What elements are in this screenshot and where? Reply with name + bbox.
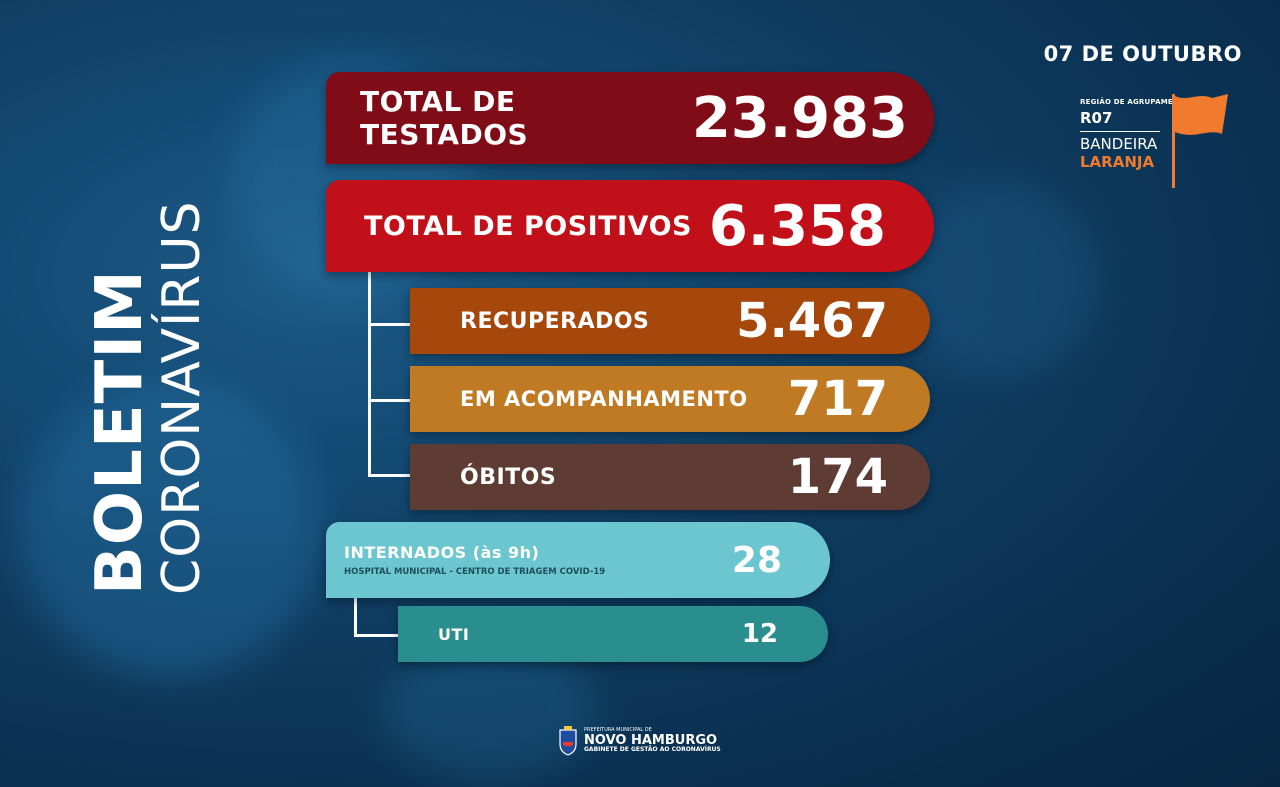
tree-connector [354, 590, 357, 636]
internados-text: INTERNADOS (às 9h) HOSPITAL MUNICIPAL - … [344, 543, 605, 577]
positivos-label: TOTAL DE POSITIVOS [364, 210, 692, 242]
logo-line-2: NOVO HAMBURGO [584, 732, 718, 748]
tree-connector [354, 634, 420, 637]
uti-label: UTI [438, 624, 470, 644]
vertical-title: BOLETIM CORONAVÍRUS [83, 200, 212, 595]
internados-label: INTERNADOS (às 9h) [344, 543, 540, 562]
tree-connector [368, 474, 442, 477]
region-code: R07 [1080, 109, 1160, 132]
logo-line-3: GABINETE DE GESTÃO AO CORONAVÍRUS [584, 746, 721, 754]
title-light: CORONAVÍRUS [152, 200, 212, 595]
orange-flag-icon [1172, 94, 1228, 188]
city-crest-icon [559, 726, 577, 756]
flag-color-name: LARANJA [1080, 153, 1155, 171]
obitos-bar: ÓBITOS 174 [410, 444, 930, 510]
internados-value: 28 [731, 539, 782, 581]
recuperados-label: RECUPERADOS [460, 308, 650, 334]
city-logo: PREFEITURA MUNICIPAL DE NOVO HAMBURGO GA… [558, 726, 721, 756]
background-blob [900, 180, 1100, 380]
recuperados-bar: RECUPERADOS 5.467 [410, 288, 930, 354]
acompanhamento-label: EM ACOMPANHAMENTO [460, 387, 748, 411]
testados-value: 23.983 [691, 85, 908, 151]
positivos-value: 6.358 [708, 193, 886, 259]
testados-label: TOTAL DE TESTADOS [360, 85, 529, 151]
acompanhamento-value: 717 [787, 371, 888, 427]
uti-value: 12 [741, 619, 778, 649]
total-positivos-bar: TOTAL DE POSITIVOS 6.358 [326, 180, 934, 272]
title-bold: BOLETIM [83, 269, 157, 595]
internados-sublabel: HOSPITAL MUNICIPAL - CENTRO DE TRIAGEM C… [344, 567, 606, 577]
logo-line-1: PREFEITURA MUNICIPAL DE [584, 727, 652, 734]
acompanhamento-bar: EM ACOMPANHAMENTO 717 [410, 366, 930, 432]
region-badge: REGIÃO DE AGRUPAMENTO R07 BANDEIRA LARAN… [1080, 98, 1190, 171]
date-label: 07 DE OUTUBRO [1043, 42, 1242, 66]
flag-word: BANDEIRA [1080, 135, 1158, 153]
uti-bar: UTI 12 [398, 606, 828, 662]
region-caption: REGIÃO DE AGRUPAMENTO [1080, 98, 1191, 106]
background-blob [380, 640, 600, 780]
recuperados-value: 5.467 [736, 293, 888, 349]
tree-connector [368, 323, 442, 326]
obitos-value: 174 [787, 449, 888, 505]
internados-bar: INTERNADOS (às 9h) HOSPITAL MUNICIPAL - … [326, 522, 830, 598]
background-blob [20, 380, 320, 680]
tree-connector [368, 262, 371, 476]
tree-connector [368, 399, 442, 402]
total-testados-bar: TOTAL DE TESTADOS 23.983 [326, 72, 934, 164]
obitos-label: ÓBITOS [460, 464, 557, 490]
